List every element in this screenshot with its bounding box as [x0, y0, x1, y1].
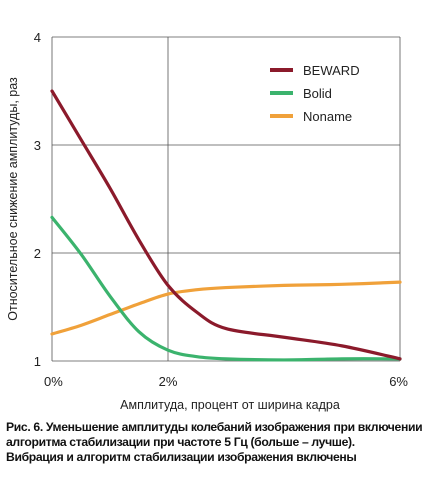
- y-tick-label: 3: [34, 138, 41, 153]
- y-axis-title: Относительное снижение амплитуды, раз: [6, 77, 20, 321]
- tick-layer: 1 2 3 4 0% 2% 6%: [34, 30, 409, 389]
- series-layer: [50, 89, 402, 362]
- caption-line-2: алгоритма стабилизации при частоте 5 Гц …: [6, 435, 355, 449]
- caption-line-3: Вибрация и алгоритм стабилизации изображ…: [6, 450, 357, 464]
- grid-layer: [51, 36, 401, 362]
- legend-label-bolid: Bolid: [303, 86, 332, 101]
- y-tick-label: 1: [34, 354, 41, 369]
- legend-label-beward: BEWARD: [303, 63, 360, 78]
- x-tick-label: 6%: [389, 374, 408, 389]
- series-line-beward: [50, 89, 402, 361]
- x-tick-label: 0%: [44, 374, 63, 389]
- series-line-bolid: [50, 215, 402, 362]
- y-tick-label: 2: [34, 246, 41, 261]
- legend-label-noname: Noname: [303, 109, 352, 124]
- chart-svg: 1 2 3 4 0% 2% 6% BEWARD Bolid Noname Относительн…: [6, 30, 409, 412]
- figure-caption: Рис. 6. Уменьшение амплитуды колебаний и…: [6, 420, 423, 465]
- x-axis-title: Амплитуда, процент от ширина кадра: [120, 398, 340, 412]
- line-chart: 1 2 3 4 0% 2% 6% BEWARD Bolid Noname Относительн…: [6, 30, 409, 412]
- legend: BEWARD Bolid Noname: [270, 63, 360, 124]
- y-tick-label: 4: [34, 30, 41, 45]
- caption-line-1: Рис. 6. Уменьшение амплитуды колебаний и…: [6, 420, 423, 434]
- series-line-noname: [50, 280, 402, 336]
- x-tick-label: 2%: [159, 374, 178, 389]
